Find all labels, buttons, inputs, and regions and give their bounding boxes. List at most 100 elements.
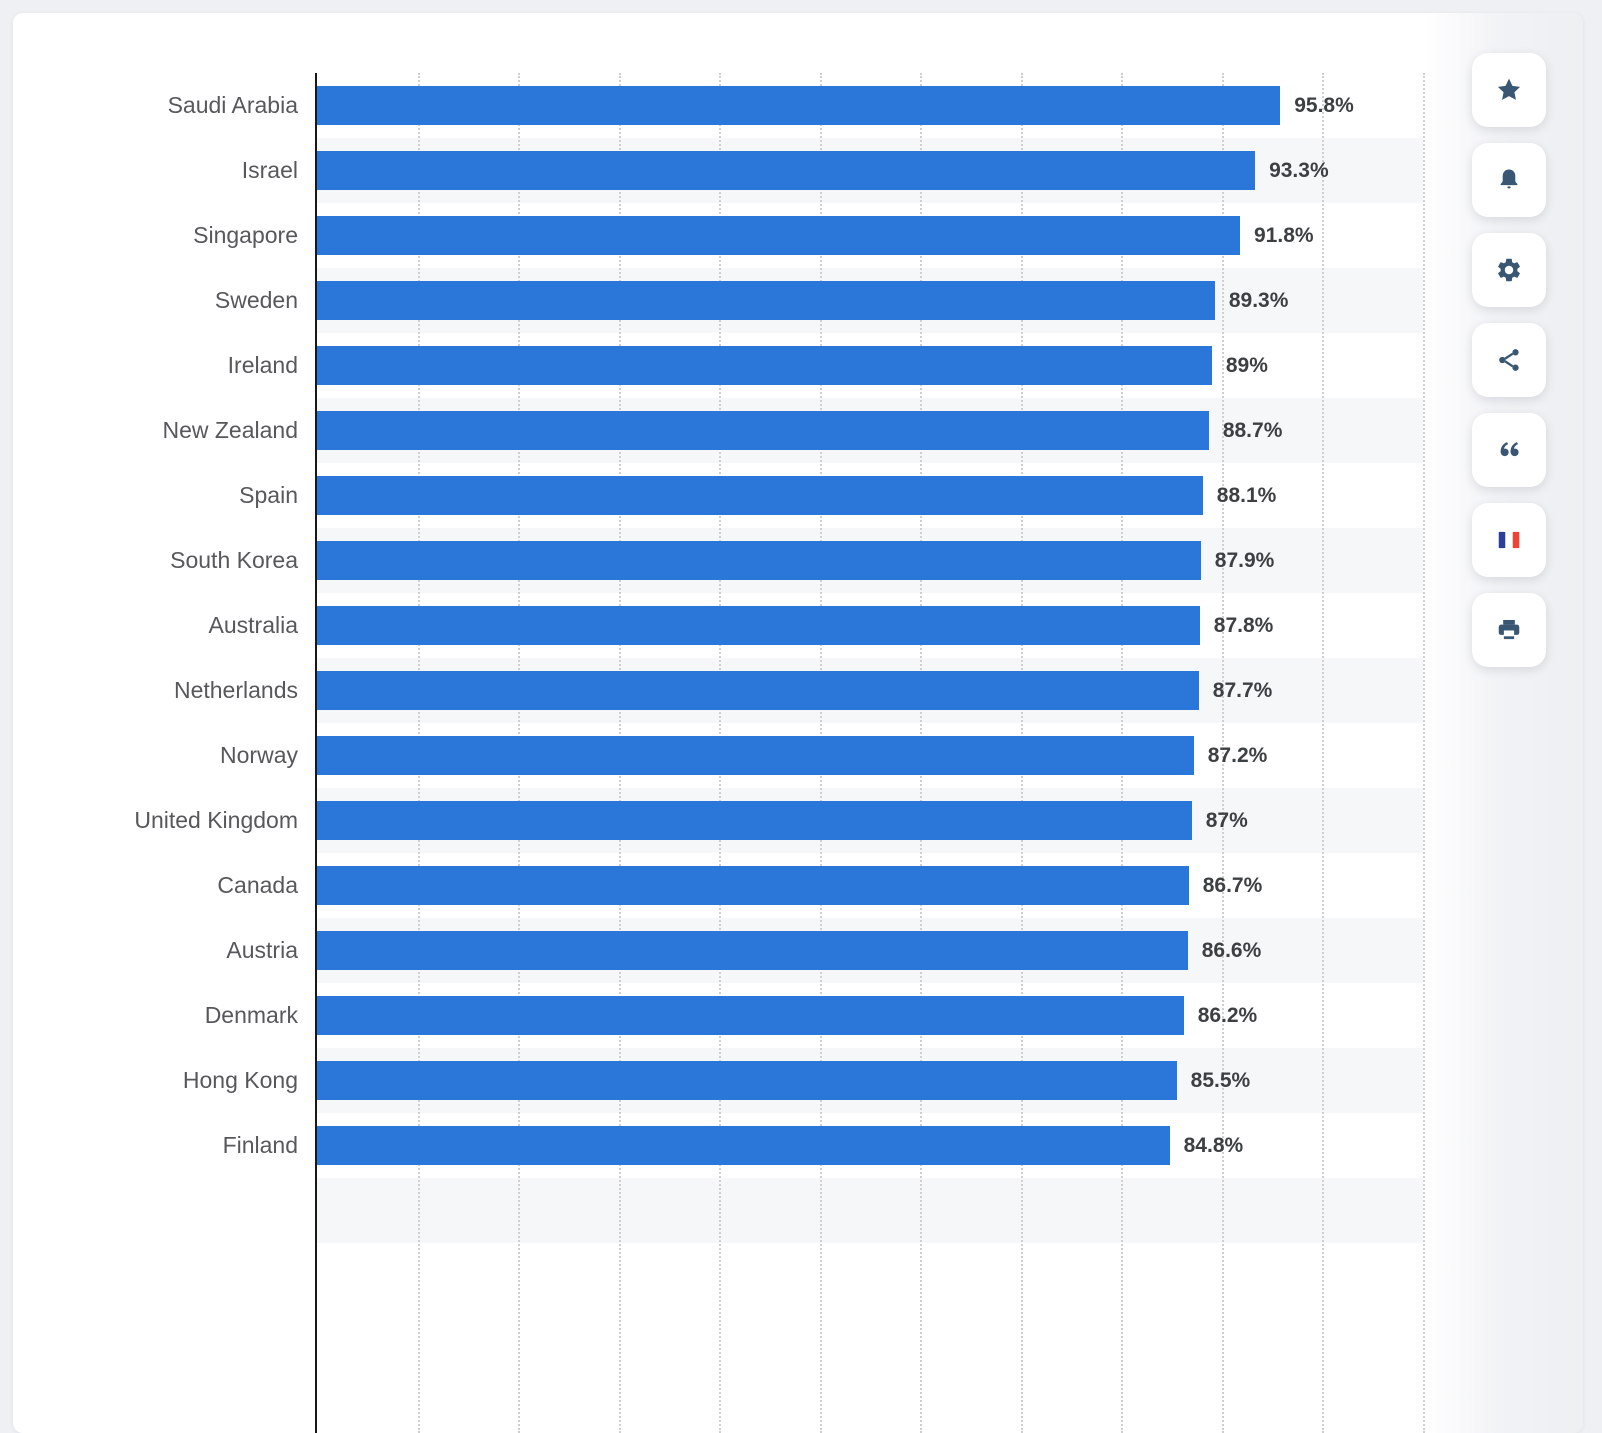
plot-cell: 84.8% [317, 1113, 1423, 1178]
chart-card: Saudi Arabia 95.8% Israel 93.3% Singapore 91.… [13, 13, 1583, 1433]
bar[interactable] [317, 151, 1256, 190]
bar-row: Denmark 86.2% [13, 983, 1423, 1048]
chart-rows: Saudi Arabia 95.8% Israel 93.3% Singapore 91.… [13, 73, 1423, 1243]
bar[interactable] [317, 476, 1203, 515]
category-label: Spain [239, 482, 298, 508]
category-label: Finland [222, 1132, 298, 1158]
plot-cell: 95.8% [317, 73, 1423, 138]
quote-icon [1500, 442, 1519, 457]
plot-cell: 86.6% [317, 918, 1423, 983]
bar-row: Finland 84.8% [13, 1113, 1423, 1178]
bar[interactable] [317, 801, 1192, 840]
plot-cell [317, 1178, 1423, 1243]
value-label: 86.6% [1201, 938, 1262, 962]
language-french-button[interactable] [1472, 503, 1546, 577]
plot-cell: 87.9% [317, 528, 1423, 593]
plot-cell: 87% [317, 788, 1423, 853]
value-label: 91.8% [1254, 223, 1314, 247]
category-label: Australia [208, 612, 298, 638]
category-label: Canada [217, 872, 298, 898]
bar-row: Netherlands 87.7% [13, 658, 1423, 723]
category-label: New Zealand [162, 417, 298, 443]
bar[interactable] [317, 1061, 1177, 1100]
value-label: 89% [1225, 353, 1268, 377]
gear-icon [1498, 258, 1520, 282]
bar[interactable] [317, 86, 1281, 125]
bar-row: Australia 87.8% [13, 593, 1423, 658]
category-label: Denmark [204, 1002, 298, 1028]
bar-row: Israel 93.3% [13, 138, 1423, 203]
settings-button[interactable] [1472, 233, 1546, 307]
bar-row: Austria 86.6% [13, 918, 1423, 983]
favorite-button[interactable] [1472, 53, 1546, 127]
french-flag-icon [1498, 531, 1520, 549]
bar[interactable] [317, 1126, 1170, 1165]
plot-cell: 89.3% [317, 268, 1423, 333]
value-label: 86.2% [1197, 1003, 1258, 1027]
bar-row: United Kingdom 87% [13, 788, 1423, 853]
bar-row: Singapore 91.8% [13, 203, 1423, 268]
plot-cell: 87.8% [317, 593, 1423, 658]
plot-cell: 85.5% [317, 1048, 1423, 1113]
bar-row: Canada 86.7% [13, 853, 1423, 918]
bar[interactable] [317, 216, 1240, 255]
category-label: Singapore [193, 222, 298, 248]
bar[interactable] [317, 931, 1188, 970]
category-label: Saudi Arabia [167, 92, 298, 118]
category-label: Israel [241, 157, 298, 183]
value-label: 84.8% [1183, 1133, 1244, 1157]
bar[interactable] [317, 281, 1215, 320]
print-button[interactable] [1472, 593, 1546, 667]
bar[interactable] [317, 866, 1189, 905]
bar-row: Saudi Arabia 95.8% [13, 73, 1423, 138]
bar[interactable] [317, 736, 1194, 775]
printer-icon [1498, 619, 1520, 640]
page: { "chart_data": { "type": "bar", "orient… [13, 13, 1583, 1433]
bar-row: Spain 88.1% [13, 463, 1423, 528]
bar-row: Norway 87.2% [13, 723, 1423, 788]
bar-row: South Korea 87.9% [13, 528, 1423, 593]
plot-cell: 88.7% [317, 398, 1423, 463]
bar-row: Ireland 89% [13, 333, 1423, 398]
plot-cell: 88.1% [317, 463, 1423, 528]
value-label: 85.5% [1190, 1068, 1251, 1092]
plot-cell: 86.2% [317, 983, 1423, 1048]
bar[interactable] [317, 996, 1184, 1035]
value-label: 95.8% [1294, 93, 1354, 117]
bar[interactable] [317, 606, 1200, 645]
category-label: United Kingdom [134, 807, 298, 833]
bar-row: New Zealand 88.7% [13, 398, 1423, 463]
value-label: 89.3% [1228, 288, 1289, 312]
value-label: 88.1% [1216, 483, 1277, 507]
value-label: 87.9% [1214, 548, 1275, 572]
plot-cell: 87.7% [317, 658, 1423, 723]
bar[interactable] [317, 346, 1212, 385]
plot-cell: 93.3% [317, 138, 1423, 203]
value-label: 86.7% [1202, 873, 1263, 897]
value-label: 93.3% [1269, 158, 1329, 182]
value-label: 87.2% [1207, 743, 1268, 767]
y-axis-line [315, 73, 317, 1433]
plot-cell: 86.7% [317, 853, 1423, 918]
cite-button[interactable] [1472, 413, 1546, 487]
share-icon [1499, 349, 1519, 371]
category-label: Hong Kong [182, 1067, 298, 1093]
value-label: 88.7% [1222, 418, 1283, 442]
bar[interactable] [317, 541, 1201, 580]
category-label: Austria [226, 937, 298, 963]
bar-row-partial [13, 1178, 1423, 1243]
plot-cell: 87.2% [317, 723, 1423, 788]
star-icon [1497, 78, 1521, 100]
action-rail [1425, 13, 1583, 1433]
value-label: 87% [1205, 808, 1248, 832]
alerts-button[interactable] [1472, 143, 1546, 217]
bar-row: Hong Kong 85.5% [13, 1048, 1423, 1113]
share-button[interactable] [1472, 323, 1546, 397]
bell-icon [1500, 169, 1518, 189]
bar-row: Sweden 89.3% [13, 268, 1423, 333]
category-label: Sweden [214, 287, 298, 313]
category-label: South Korea [170, 547, 298, 573]
bar[interactable] [317, 411, 1209, 450]
category-label: Norway [220, 742, 298, 768]
bar[interactable] [317, 671, 1199, 710]
